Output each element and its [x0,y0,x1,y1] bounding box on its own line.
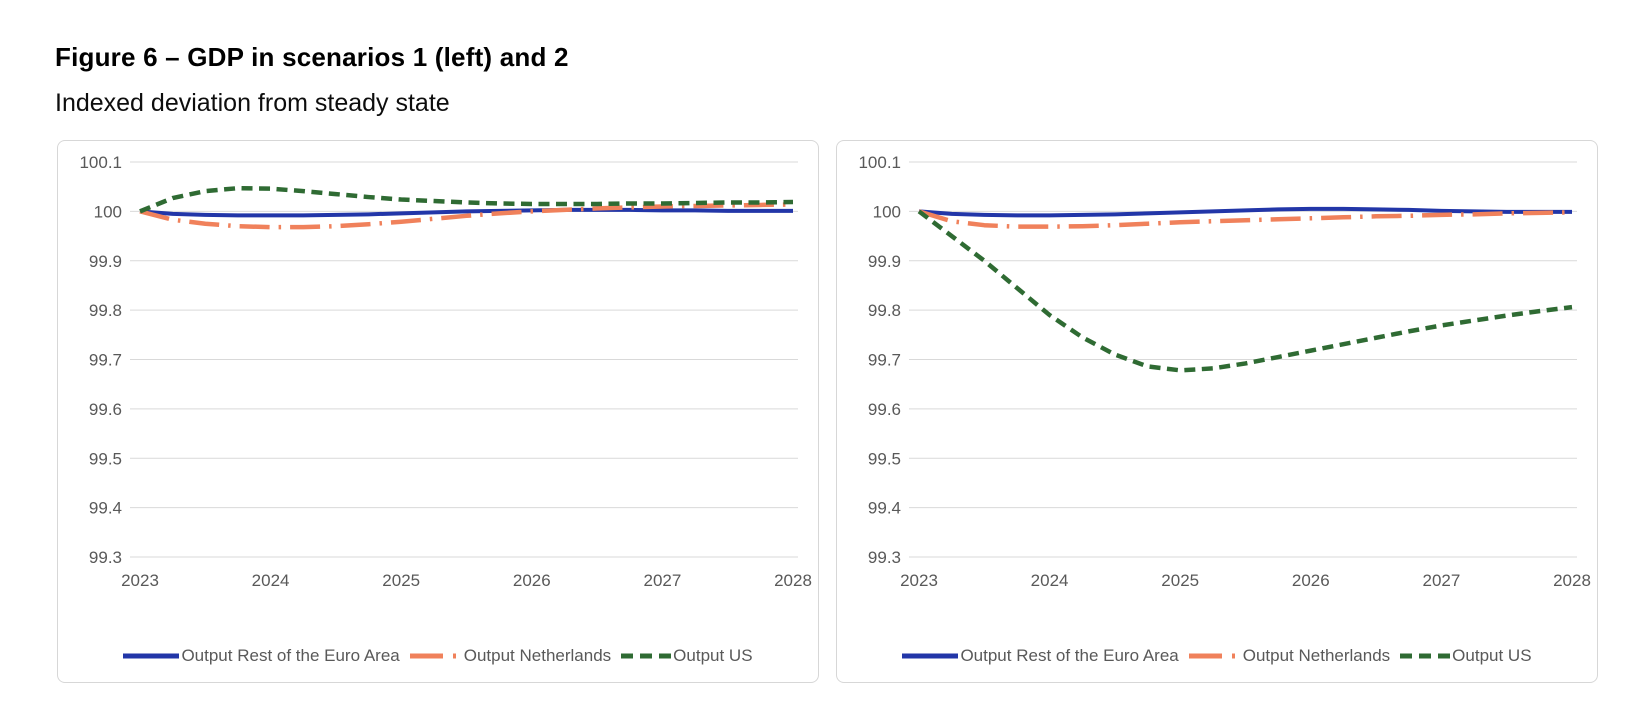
x-axis-tick-label: 2025 [1161,571,1199,590]
y-axis-tick-label: 99.9 [89,252,122,271]
y-axis-tick-label: 99.9 [868,252,901,271]
chart-legend: Output Rest of the Euro Area Output Nethe… [837,646,1597,666]
legend-label: Output US [1452,646,1532,665]
y-axis-tick-label: 100 [873,202,901,221]
x-axis-tick-label: 2028 [774,571,812,590]
legend-line-sample-icon [1400,653,1451,659]
x-axis-tick-label: 2028 [1553,571,1591,590]
legend-label: Output Netherlands [463,646,612,665]
y-axis-tick-label: 99.6 [868,400,901,419]
chart-panel-scenario-2: 100.1 100 99.9 99.8 99.7 99.6 99.5 99.4 99.3 2023… [836,140,1598,683]
chart-legend: Output Rest of the Euro Area Output Nethe… [58,646,818,666]
x-axis-tick-label: 2027 [1422,571,1460,590]
legend-label: Output Netherlands [1242,646,1391,665]
legend-line-sample-icon [1188,653,1241,659]
legend-label: Output Rest of the Euro Area [960,646,1179,665]
x-axis-tick-label: 2026 [513,571,551,590]
x-axis-tick-label: 2024 [1031,571,1069,590]
y-axis-tick-label: 99.4 [868,499,901,518]
series-line-output-rest-of-the-euro-area [918,206,1572,218]
y-axis-tick-label: 99.4 [89,499,122,518]
y-axis-tick-label: 100.1 [858,153,901,172]
x-axis-tick-label: 2026 [1292,571,1330,590]
y-axis-tick-label: 100 [94,202,122,221]
y-axis-tick-label: 99.8 [868,301,901,320]
x-axis-tick-label: 2023 [121,571,159,590]
legend-line-sample-icon [621,653,672,659]
x-axis-tick-label: 2024 [252,571,290,590]
legend-item-1: Output Netherlands [409,646,612,666]
y-axis-tick-label: 99.6 [89,400,122,419]
x-axis-tick-label: 2025 [382,571,420,590]
y-axis-tick-label: 99.7 [89,351,122,370]
series-line-output-netherlands [918,209,1573,229]
legend-item-0: Output Rest of the Euro Area [123,646,400,666]
series-line-output-netherlands [139,202,794,230]
series-line-output-rest-of-the-euro-area [139,207,793,218]
y-axis-tick-label: 99.8 [89,301,122,320]
y-axis-tick-label: 99.3 [89,548,122,567]
y-axis-tick-label: 99.5 [89,449,122,468]
y-axis-tick-label: 100.1 [79,153,122,172]
y-axis-tick-label: 99.7 [868,351,901,370]
legend-line-sample-icon [409,653,462,659]
legend-line-sample-icon [902,653,959,659]
figure-subtitle: Indexed deviation from steady state [55,89,450,117]
x-axis-tick-label: 2023 [900,571,938,590]
legend-label: Output Rest of the Euro Area [181,646,400,665]
legend-item-2: Output US [621,646,753,666]
series-line-output-us [139,185,794,214]
x-axis-tick-label: 2027 [643,571,681,590]
line-chart-scenario-2: 100.1 100 99.9 99.8 99.7 99.6 99.5 99.4 99.3 2023… [858,153,1591,590]
chart-panel-scenario-1: 100.1 100 99.9 99.8 99.7 99.6 99.5 99.4 99.3 2023… [57,140,819,683]
legend-label: Output US [673,646,753,665]
figure-title: Figure 6 – GDP in scenarios 1 (left) and… [55,42,569,72]
line-chart-scenario-1: 100.1 100 99.9 99.8 99.7 99.6 99.5 99.4 99.3 2023… [79,153,812,590]
series-line-output-us [917,209,1573,373]
y-axis-tick-label: 99.5 [868,449,901,468]
legend-line-sample-icon [123,653,180,659]
legend-item-1: Output Netherlands [1188,646,1391,666]
y-axis-tick-label: 99.3 [868,548,901,567]
legend-item-0: Output Rest of the Euro Area [902,646,1179,666]
legend-item-2: Output US [1400,646,1532,666]
